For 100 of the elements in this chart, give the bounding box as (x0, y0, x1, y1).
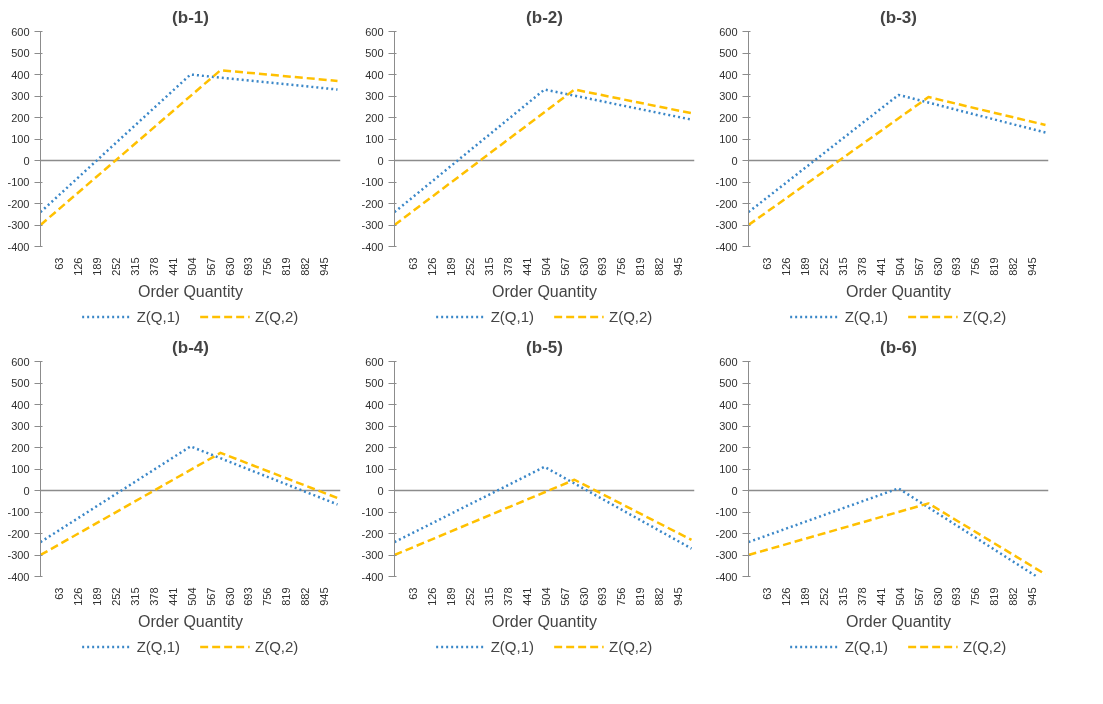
y-tick-label: -100 (715, 506, 738, 518)
x-tick-label: 567 (558, 587, 571, 606)
x-tick-label: 504 (185, 257, 198, 276)
legend-label: Z(Q,2) (255, 307, 299, 325)
x-tick-label: 567 (204, 257, 217, 276)
y-tick-label: -400 (715, 570, 738, 583)
y-tick-label: -100 (715, 176, 738, 188)
x-tick-label: 504 (539, 257, 552, 276)
x-tick-label: 630 (577, 257, 590, 276)
y-tick-label: 300 (719, 90, 738, 102)
x-tick-label: 630 (223, 587, 236, 606)
x-tick-label: 945 (318, 587, 330, 606)
y-tick-label: 0 (23, 154, 30, 167)
y-tick-label: 200 (719, 441, 738, 454)
x-tick-label: 882 (299, 587, 312, 606)
x-tick-label: 819 (634, 257, 647, 276)
x-tick-label: 756 (969, 587, 982, 606)
y-tick-label: -200 (7, 197, 30, 210)
x-tick-label: 252 (464, 587, 477, 606)
y-tick-label: 400 (719, 68, 738, 81)
chart-title: (b-1) (172, 7, 209, 27)
x-tick-label: 567 (912, 257, 925, 276)
chart-title: (b-2) (526, 7, 563, 27)
y-tick-label: 200 (365, 111, 384, 124)
chart-title: (b-4) (172, 337, 209, 357)
x-tick-label: 882 (299, 257, 312, 276)
y-tick-label: 300 (11, 420, 30, 432)
y-tick-label: 0 (377, 484, 384, 497)
x-tick-label: 945 (672, 257, 684, 276)
y-tick-label: 300 (719, 420, 738, 432)
x-tick-label: 819 (280, 587, 293, 606)
y-tick-label: 500 (11, 377, 30, 389)
y-tick-label: 600 (719, 355, 738, 368)
y-tick-label: -200 (715, 527, 738, 540)
x-tick-label: 819 (988, 587, 1001, 606)
y-tick-label: 600 (11, 355, 30, 368)
y-tick-label: -300 (7, 549, 30, 561)
y-tick-label: -400 (715, 240, 738, 253)
x-tick-label: 630 (577, 587, 590, 606)
y-tick-label: -300 (361, 219, 384, 231)
y-tick-label: 400 (719, 398, 738, 411)
x-tick-label: 189 (445, 587, 458, 606)
y-tick-label: 100 (719, 133, 738, 145)
x-tick-label: 504 (539, 587, 552, 606)
legend-label: Z(Q,2) (255, 637, 299, 655)
x-tick-label: 378 (501, 257, 514, 276)
y-tick-label: -300 (361, 549, 384, 561)
chart-title: (b-5) (526, 337, 563, 357)
y-tick-label: -200 (7, 527, 30, 540)
x-tick-label: 252 (464, 257, 477, 276)
x-tick-label: 693 (242, 257, 255, 276)
y-tick-label: 300 (365, 420, 384, 432)
x-tick-label: 315 (129, 257, 141, 276)
y-tick-label: 0 (23, 484, 30, 497)
x-tick-label: 252 (110, 257, 123, 276)
x-tick-label: 756 (261, 257, 274, 276)
x-tick-label: 378 (147, 257, 160, 276)
x-tick-label: 63 (761, 587, 774, 600)
y-tick-label: 0 (731, 154, 738, 167)
x-tick-label: 819 (280, 257, 293, 276)
y-tick-label: 0 (377, 154, 384, 167)
x-tick-label: 441 (874, 257, 887, 276)
x-axis-title: Order Quantity (846, 612, 951, 630)
x-tick-label: 819 (988, 257, 1001, 276)
x-tick-label: 63 (761, 257, 774, 270)
x-tick-label: 441 (874, 587, 887, 606)
legend-label: Z(Q,1) (490, 307, 534, 325)
x-tick-label: 882 (1007, 257, 1020, 276)
legend-label: Z(Q,1) (136, 307, 180, 325)
x-tick-label: 315 (483, 257, 495, 276)
x-tick-label: 252 (818, 257, 831, 276)
legend-label: Z(Q,2) (963, 307, 1007, 325)
x-tick-label: 567 (912, 587, 925, 606)
x-axis-title: Order Quantity (492, 612, 597, 630)
x-tick-label: 378 (855, 257, 868, 276)
x-tick-label: 504 (893, 257, 906, 276)
y-tick-label: 500 (365, 377, 384, 389)
y-tick-label: -300 (715, 549, 738, 561)
y-tick-label: 100 (719, 463, 738, 475)
y-tick-label: -400 (361, 240, 384, 253)
y-tick-label: -100 (7, 176, 30, 188)
x-tick-label: 315 (483, 587, 495, 606)
x-tick-label: 693 (596, 587, 609, 606)
y-tick-label: 200 (365, 441, 384, 454)
x-tick-label: 882 (1007, 587, 1020, 606)
x-axis-title: Order Quantity (138, 612, 243, 630)
x-tick-label: 315 (837, 587, 849, 606)
x-tick-label: 252 (110, 587, 123, 606)
legend-label: Z(Q,1) (844, 307, 888, 325)
x-tick-label: 630 (223, 257, 236, 276)
y-tick-label: 200 (719, 111, 738, 124)
x-tick-label: 441 (520, 257, 533, 276)
x-tick-label: 126 (72, 257, 85, 276)
x-tick-label: 126 (72, 587, 85, 606)
legend-label: Z(Q,2) (609, 307, 653, 325)
y-tick-label: 600 (11, 25, 30, 38)
y-tick-label: 500 (11, 47, 30, 59)
x-tick-label: 693 (950, 257, 963, 276)
x-tick-label: 441 (166, 587, 179, 606)
y-tick-label: -100 (361, 176, 384, 188)
